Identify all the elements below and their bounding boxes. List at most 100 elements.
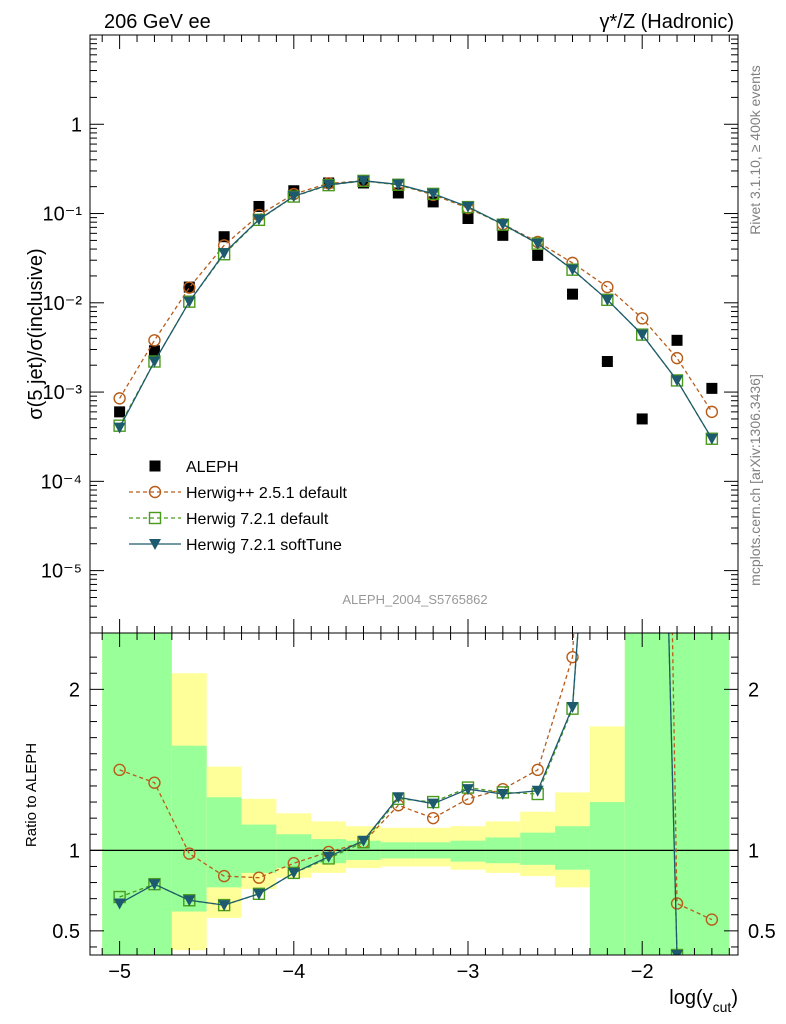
main-data-point	[148, 345, 160, 357]
ratio-y-tick-label: 0.5	[52, 921, 80, 943]
main-data-point	[114, 406, 126, 418]
main-data-point	[218, 248, 231, 260]
ratio-inner-band	[171, 745, 207, 912]
legend: ALEPH Herwig++ 2.5.1 default Herwig 7.2.1 …	[129, 459, 348, 554]
ratio-inner-band	[206, 797, 242, 888]
rivet-label: Rivet 3.1.10, ≥ 400k events	[747, 65, 763, 235]
main-data-point	[706, 382, 718, 394]
main-data-point	[670, 351, 684, 365]
ratio-data-point	[531, 763, 544, 777]
main-series-line	[119, 180, 713, 413]
ratio-y-tick-label-right: 2	[748, 679, 759, 701]
ratio-inner-band	[624, 633, 660, 955]
ratio-y-tick-label-right: 1	[748, 840, 759, 862]
ratio-inner-band	[241, 824, 277, 873]
ratio-panel: 0.5 0.5 1 1 2 2 −5 −4 −3 −2	[52, 632, 776, 983]
ratio-data-point	[148, 879, 161, 891]
ratio-data-point	[148, 776, 161, 789]
main-data-point	[566, 264, 579, 276]
ratio-inner-band	[137, 633, 172, 955]
ratio-data-point	[113, 898, 126, 910]
main-data-point	[705, 405, 719, 419]
x-tick-label: −3	[457, 961, 480, 983]
main-data-point	[601, 280, 614, 294]
main-data-point	[635, 312, 649, 325]
main-data-point	[183, 281, 195, 293]
ratio-data-point	[705, 913, 719, 926]
ratio-inner-band	[589, 802, 625, 955]
ratio-frame	[89, 632, 739, 956]
ratio-inner-band	[659, 633, 695, 955]
main-y-tick-label: 10⁻²	[43, 293, 83, 315]
x-axis-label: log(ycut)	[669, 987, 738, 1015]
main-data-point	[462, 212, 474, 224]
ratio-inner-band	[520, 832, 556, 865]
main-data-point	[252, 214, 265, 226]
main-data-point	[636, 413, 648, 425]
main-data-point	[671, 375, 684, 387]
ratio-data-point	[427, 798, 440, 810]
legend-marker	[148, 485, 162, 499]
main-series-line	[119, 180, 713, 440]
main-data-point	[357, 175, 370, 187]
ratio-series-line	[119, 633, 713, 921]
x-tick-label: −4	[282, 961, 305, 983]
main-panel: 10⁻⁵ 10⁻⁴ 10⁻³ 10⁻² 10⁻¹ 1 ALEPH_2004_S576586…	[41, 34, 739, 634]
ratio-data-point	[426, 811, 440, 825]
legend-marker	[149, 460, 161, 472]
main-y-tick-label: 1	[71, 114, 82, 136]
ratio-inner-band	[450, 840, 486, 862]
main-data-point	[671, 334, 683, 346]
ratio-data-point	[217, 869, 231, 883]
ratio-data-point	[113, 763, 126, 777]
main-data-point	[427, 188, 440, 200]
main-series-line	[119, 180, 713, 440]
ratio-data-point	[496, 789, 509, 800]
legend-label: Herwig 7.2.1 softTune	[186, 537, 342, 554]
ratio-inner-band	[276, 834, 312, 869]
main-data-point	[462, 201, 474, 213]
ratio-data-point	[218, 900, 231, 912]
main-y-axis-label: σ(5 jet)/σ(inclusive)	[25, 248, 47, 419]
legend-marker	[148, 511, 162, 525]
main-data-point	[531, 238, 544, 250]
ratio-data-point	[252, 871, 266, 884]
main-data-point	[567, 288, 579, 300]
main-y-tick-label: 10⁻³	[43, 382, 83, 404]
legend-label: Herwig 7.2.1 default	[186, 511, 329, 528]
main-data-point	[601, 356, 613, 368]
ratio-data-point	[392, 792, 405, 804]
header-left: 206 GeV ee	[104, 11, 211, 33]
ratio-data-point	[566, 650, 579, 664]
main-data-point	[322, 179, 335, 191]
main-data-point	[183, 296, 196, 308]
ratio-data-point	[670, 897, 684, 910]
main-y-tick-label: 10⁻⁴	[41, 471, 82, 493]
main-data-point	[496, 219, 509, 231]
legend-label: ALEPH	[186, 459, 238, 476]
ratio-inner-band	[694, 633, 730, 955]
main-data-point	[532, 249, 544, 261]
main-data-point	[705, 433, 718, 445]
main-data-point	[113, 392, 126, 405]
main-data-point	[148, 356, 161, 368]
main-data-point	[253, 200, 265, 212]
main-data-point	[113, 422, 126, 434]
main-data-point	[392, 179, 405, 191]
legend-marker	[149, 539, 161, 550]
ratio-data-point	[252, 888, 265, 900]
main-data-point	[636, 329, 649, 341]
ratio-inner-band	[555, 826, 590, 870]
mcplots-label: mcplots.cern.ch [arXiv:1306.3436]	[747, 374, 763, 586]
main-y-tick-label: 10⁻¹	[43, 204, 83, 226]
ratio-data-point	[462, 784, 474, 796]
ratio-y-tick-label: 2	[69, 679, 80, 701]
main-data-point	[287, 191, 300, 203]
ratio-data-point	[357, 835, 370, 847]
ratio-y-tick-label-right: 0.5	[748, 921, 776, 943]
ratio-series-line	[119, 633, 679, 955]
ratio-data-point	[531, 785, 544, 797]
main-data-point	[218, 231, 230, 243]
ratio-data-point	[183, 847, 196, 860]
